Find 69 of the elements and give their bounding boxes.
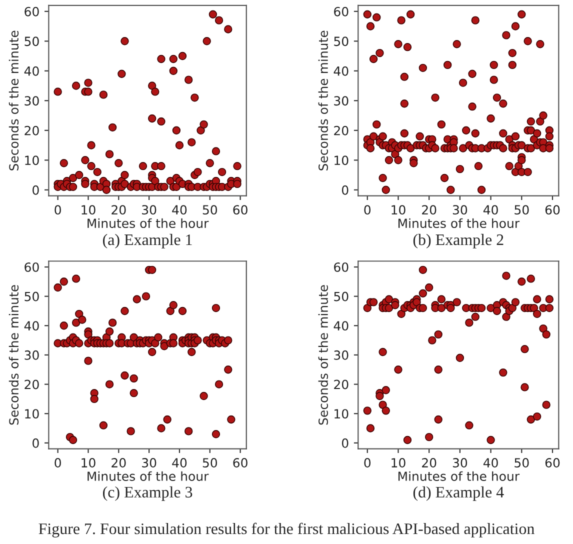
x-tick-label: 0 bbox=[364, 205, 371, 215]
y-axis-title: Seconds of the minute bbox=[8, 285, 19, 425]
y-tick-label: 40 bbox=[334, 66, 348, 76]
y-tick-label: 50 bbox=[24, 36, 39, 46]
y-tick-label: 40 bbox=[334, 321, 348, 331]
y-axis-title: Seconds of the minute bbox=[8, 30, 19, 170]
text: (b) Example 2 bbox=[413, 234, 504, 248]
x-tick-label: 10 bbox=[392, 205, 406, 215]
y-tick-label: 50 bbox=[334, 36, 348, 46]
y-tick-label: 20 bbox=[334, 380, 348, 390]
x-tick-label: 50 bbox=[202, 205, 218, 215]
x-tick-label: 40 bbox=[172, 205, 187, 215]
y-tick-label: 0 bbox=[342, 185, 348, 195]
y-tick-label: 50 bbox=[334, 292, 348, 302]
x-tick-label: 20 bbox=[112, 205, 126, 215]
x-tick-label: 20 bbox=[112, 458, 126, 468]
x-tick-label: 30 bbox=[142, 205, 156, 215]
y-tick-label: 10 bbox=[25, 156, 39, 166]
y-tick-label: 60 bbox=[334, 262, 348, 272]
x-tick-label: 60 bbox=[233, 205, 248, 215]
x-tick-label: 10 bbox=[392, 458, 406, 468]
y-tick-label: 20 bbox=[24, 380, 39, 390]
x-tick-label: 0 bbox=[364, 458, 371, 468]
x-tick-label: 40 bbox=[172, 458, 187, 468]
y-tick-label: 0 bbox=[342, 438, 348, 448]
y-tick-label: 40 bbox=[24, 66, 39, 76]
x-tick-label: 50 bbox=[514, 458, 529, 468]
x-tick-label: 20 bbox=[422, 205, 436, 215]
y-tick-label: 10 bbox=[334, 156, 348, 166]
y-tick-label: 40 bbox=[24, 321, 39, 331]
x-tick-label: 10 bbox=[82, 205, 96, 215]
x-tick-label: 0 bbox=[54, 458, 61, 468]
x-tick-label: 50 bbox=[514, 205, 529, 215]
y-tick-label: 30 bbox=[24, 96, 39, 106]
x-tick-label: 40 bbox=[483, 205, 498, 215]
y-tick-label: 30 bbox=[334, 96, 348, 106]
x-tick-label: 30 bbox=[452, 458, 468, 468]
y-tick-label: 20 bbox=[334, 126, 348, 136]
y-tick-label: 20 bbox=[24, 126, 39, 136]
x-tick-label: 50 bbox=[202, 458, 218, 468]
x-tick-label: 60 bbox=[233, 458, 248, 468]
y-tick-label: 30 bbox=[24, 350, 39, 360]
y-tick-label: 10 bbox=[334, 409, 348, 419]
x-tick-label: 40 bbox=[483, 458, 498, 468]
y-tick-label: 60 bbox=[24, 6, 39, 16]
text: (c) Example 3 bbox=[103, 486, 192, 501]
x-tick-label: 30 bbox=[142, 458, 156, 468]
x-axis-title: Minutes of the hour bbox=[88, 471, 209, 481]
x-tick-label: 0 bbox=[54, 205, 61, 215]
caption: Figure 7. Four simulation results for the first malicious API-based application bbox=[38, 522, 534, 538]
y-tick-label: 0 bbox=[32, 185, 39, 195]
x-axis-title: Minutes of the hour bbox=[88, 218, 209, 228]
x-axis-title: Minutes of the hour bbox=[398, 471, 520, 481]
y-axis-title: Seconds of the minute bbox=[318, 30, 328, 170]
y-tick-label: 50 bbox=[24, 292, 39, 302]
x-tick-label: 20 bbox=[422, 458, 436, 468]
x-axis-title: Minutes of the hour bbox=[398, 218, 520, 228]
text: (a) Example 1 bbox=[103, 234, 192, 248]
x-tick-label: 60 bbox=[545, 205, 560, 215]
text: (d) Example 4 bbox=[413, 486, 504, 501]
y-tick-label: 30 bbox=[334, 350, 348, 360]
y-tick-label: 60 bbox=[24, 262, 39, 272]
x-tick-label: 10 bbox=[82, 458, 96, 468]
x-tick-label: 60 bbox=[545, 458, 560, 468]
y-tick-label: 10 bbox=[25, 409, 39, 419]
y-axis-title: Seconds of the minute bbox=[318, 285, 328, 425]
y-tick-label: 0 bbox=[32, 438, 39, 448]
y-tick-label: 60 bbox=[334, 6, 348, 16]
x-tick-label: 30 bbox=[452, 205, 468, 215]
